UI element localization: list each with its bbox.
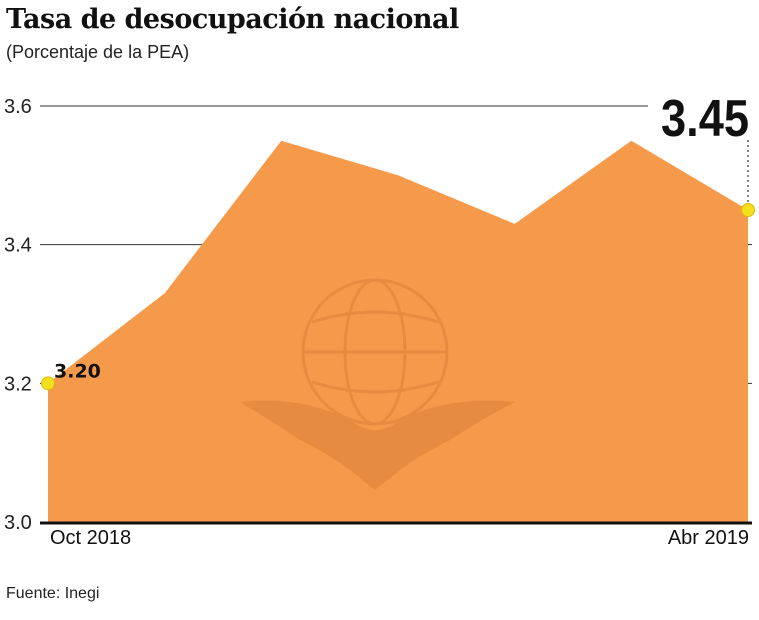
x-tick-label: Abr 2019 [668, 527, 749, 549]
data-point-marker [41, 376, 55, 391]
source-note: Fuente: Inegi [6, 585, 100, 602]
y-tick-label: 3.0 [4, 512, 32, 534]
y-tick-label: 3.6 [4, 96, 32, 118]
area-series [48, 140, 748, 522]
first-value-label: 3.20 [54, 360, 101, 382]
y-tick-label: 3.4 [4, 235, 32, 257]
x-tick-label: Oct 2018 [50, 527, 131, 549]
data-point-marker [741, 203, 755, 217]
chart-title: Tasa de desocupación nacional [6, 4, 459, 35]
chart-subtitle: (Porcentaje de la PEA) [6, 42, 190, 62]
eagle-globe-watermark [240, 278, 515, 490]
y-tick-label: 3.2 [4, 373, 32, 395]
last-value-label: 3.45 [661, 90, 749, 148]
